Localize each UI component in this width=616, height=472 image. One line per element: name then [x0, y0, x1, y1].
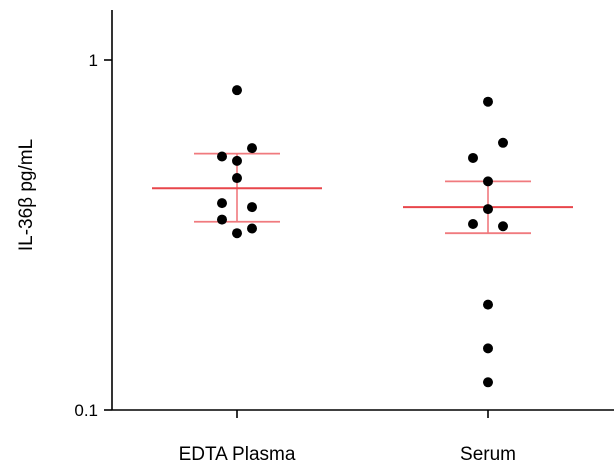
data-point [483, 204, 493, 214]
data-point [217, 152, 227, 162]
x-category-label: EDTA Plasma [179, 444, 296, 465]
data-point [483, 343, 493, 353]
data-point [232, 156, 242, 166]
data-points [217, 85, 508, 387]
data-point [247, 224, 257, 234]
y-tick-label: 1 [89, 51, 98, 70]
data-point [232, 228, 242, 238]
data-point [247, 202, 257, 212]
x-category-label: Serum [460, 444, 516, 465]
data-point [232, 173, 242, 183]
data-point [483, 377, 493, 387]
error-bars [152, 154, 573, 234]
data-point [498, 138, 508, 148]
data-point [483, 97, 493, 107]
data-point [247, 143, 257, 153]
data-point [483, 176, 493, 186]
data-point [217, 215, 227, 225]
data-point [468, 219, 478, 229]
y-tick-label: 0.1 [74, 401, 98, 420]
axes: 1 0.1 EDTA Plasma Serum [74, 10, 614, 465]
data-point [483, 300, 493, 310]
y-axis-title: IL-36β pg/mL [16, 139, 37, 251]
data-point [217, 198, 227, 208]
data-point [468, 153, 478, 163]
data-point [232, 85, 242, 95]
data-point [498, 221, 508, 231]
